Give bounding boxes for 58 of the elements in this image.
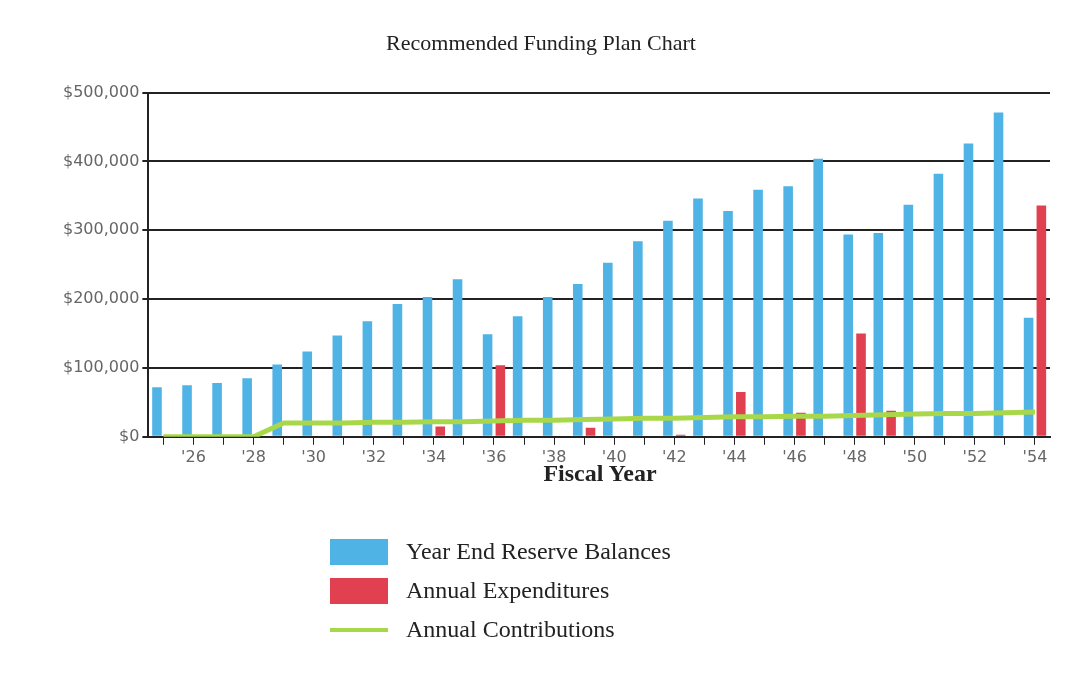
bar (933, 173, 944, 436)
bar (542, 297, 553, 436)
bar (302, 351, 313, 436)
bar (693, 198, 703, 436)
bar (435, 426, 446, 436)
bar (482, 334, 493, 436)
bar (1036, 205, 1047, 436)
bar (585, 427, 596, 436)
x-tick-label: '42 (661, 446, 687, 466)
y-tick-label: $500,000 (63, 81, 140, 101)
bar (633, 241, 643, 436)
bar (963, 143, 974, 436)
bar (452, 279, 463, 436)
bar (723, 211, 733, 436)
legend-label: Year End Reserve Balances (406, 538, 671, 565)
x-tick-label: '48 (842, 446, 868, 466)
y-tick-label: $200,000 (63, 288, 140, 308)
bar (152, 387, 162, 436)
x-tick-label: '32 (361, 446, 387, 466)
legend-label: Annual Contributions (406, 616, 615, 643)
x-tick-label: '50 (902, 446, 928, 466)
y-tick-label: $100,000 (63, 357, 140, 377)
chart-title: Recommended Funding Plan Chart (385, 30, 697, 56)
x-tick-label: '54 (1022, 446, 1048, 466)
y-tick-label: $0 (118, 425, 140, 445)
bar (603, 262, 613, 436)
bar (212, 383, 222, 436)
bar (813, 158, 823, 436)
bar (873, 233, 884, 436)
x-tick-label: '30 (301, 446, 327, 466)
x-tick-label: '38 (541, 446, 567, 466)
x-tick-label: '36 (481, 446, 507, 466)
x-tick-label: '52 (962, 446, 988, 466)
bar (1023, 317, 1034, 436)
x-tick-label: '34 (421, 446, 447, 466)
x-tick-label: '40 (601, 446, 627, 466)
bar (843, 234, 854, 436)
bar (512, 316, 523, 436)
bar (753, 189, 763, 436)
bar (856, 333, 866, 436)
x-tick-label: '44 (722, 446, 747, 466)
bar (182, 385, 192, 436)
y-tick-label: $300,000 (63, 219, 140, 239)
y-tick-label: $400,000 (63, 150, 140, 170)
bar (663, 220, 673, 436)
bar (242, 378, 252, 436)
x-tick-label: '28 (241, 446, 266, 466)
bar (272, 364, 282, 436)
x-tick-label: '26 (181, 446, 206, 466)
legend-label: Annual Expenditures (406, 577, 610, 604)
bar (422, 297, 433, 436)
bar (392, 303, 403, 436)
bar (783, 186, 793, 436)
bar (903, 204, 914, 436)
bar (572, 283, 583, 436)
bar (362, 321, 373, 436)
bar (993, 112, 1004, 436)
x-tick-label: '46 (782, 446, 807, 466)
